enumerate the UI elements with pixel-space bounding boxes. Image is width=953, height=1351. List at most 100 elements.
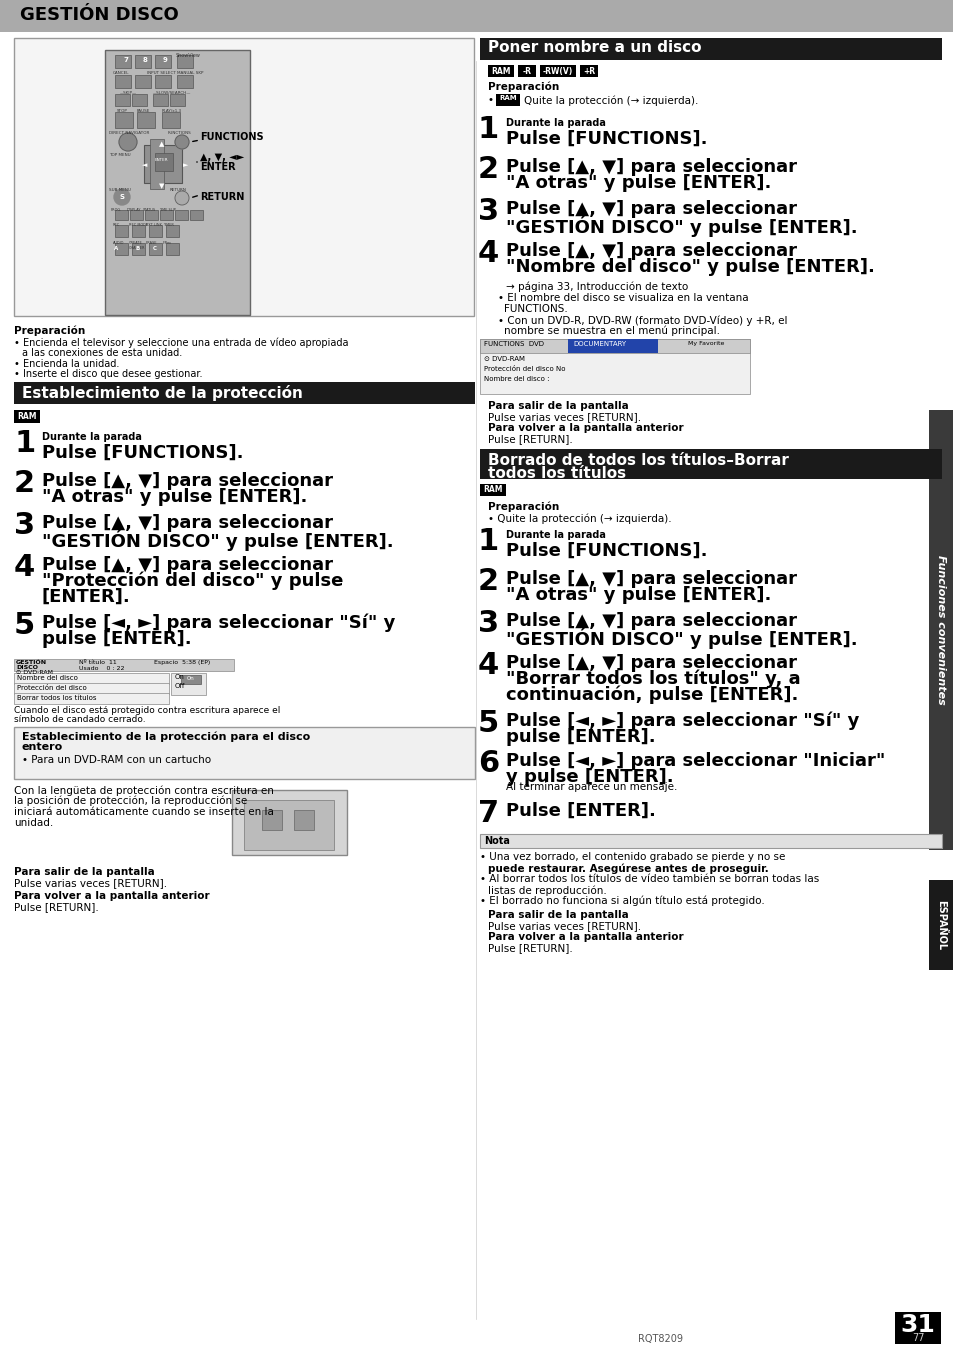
Text: ◄: ◄ (142, 162, 148, 168)
Text: Pulse [▲, ▼] para seleccionar: Pulse [▲, ▼] para seleccionar (505, 612, 796, 630)
Bar (132, 95, 147, 105)
Text: "Protección del disco" y pulse: "Protección del disco" y pulse (42, 571, 343, 590)
Text: 9: 9 (163, 57, 168, 63)
Text: entero: entero (22, 742, 63, 753)
Circle shape (119, 132, 137, 151)
Text: Pulse [◄, ►] para seleccionar "Iniciar": Pulse [◄, ►] para seleccionar "Iniciar" (505, 753, 884, 770)
Bar (928, 880, 953, 970)
Text: "A otras" y pulse [ENTER].: "A otras" y pulse [ENTER]. (505, 586, 771, 604)
Text: Borrado de todos los títulos–Borrar: Borrado de todos los títulos–Borrar (488, 453, 788, 467)
Bar (14, 673, 169, 684)
Text: 1: 1 (14, 430, 35, 458)
Text: • Una vez borrado, el contenido grabado se pierde y no se: • Una vez borrado, el contenido grabado … (479, 852, 784, 862)
Text: Off: Off (174, 684, 185, 689)
Text: DOCUMENTARY: DOCUMENTARY (573, 340, 625, 347)
Text: 7: 7 (477, 798, 498, 828)
Text: Quite la protección (→ izquierda).: Quite la protección (→ izquierda). (523, 95, 698, 105)
Text: iniciará automáticamente cuando se inserte en la: iniciará automáticamente cuando se inser… (14, 807, 274, 817)
Text: 2: 2 (477, 567, 498, 596)
Text: —SKIP—: —SKIP— (120, 91, 137, 95)
Text: Pulse varias veces [RETURN].: Pulse varias veces [RETURN]. (488, 921, 640, 931)
Text: ⊙ DVD-RAM: ⊙ DVD-RAM (16, 670, 53, 676)
Text: My Favorite: My Favorite (687, 340, 723, 346)
Text: Establecimiento de la protección para el disco: Establecimiento de la protección para el… (22, 731, 310, 742)
Text: ▼: ▼ (159, 182, 165, 189)
Text: Pulse [FUNCTIONS].: Pulse [FUNCTIONS]. (42, 444, 243, 462)
Bar (579, 65, 598, 77)
Bar (479, 339, 749, 353)
Bar (567, 339, 658, 353)
Text: Durante la parada: Durante la parada (505, 118, 605, 128)
Text: ENTER: ENTER (200, 162, 235, 172)
Text: B: B (135, 246, 140, 251)
Text: 1: 1 (477, 527, 498, 557)
Text: Nº título  11: Nº título 11 (79, 661, 116, 665)
Bar (150, 139, 164, 189)
Text: Pulse [◄, ►] para seleccionar "Sí" y: Pulse [◄, ►] para seleccionar "Sí" y (505, 712, 859, 731)
Text: nombre se muestra en el menú principal.: nombre se muestra en el menú principal. (503, 326, 720, 336)
Text: CANCEL: CANCEL (112, 72, 130, 76)
Text: SUB MENU: SUB MENU (109, 188, 131, 192)
Text: • El nombre del disco se visualiza en la ventana: • El nombre del disco se visualiza en la… (497, 293, 748, 303)
Text: MANUAL SKP: MANUAL SKP (177, 72, 203, 76)
Bar (170, 95, 185, 105)
Text: Pulse [RETURN].: Pulse [RETURN]. (488, 943, 572, 952)
Text: STATUS: STATUS (143, 208, 156, 212)
Bar (154, 76, 171, 88)
Text: Para volver a la pantalla anterior: Para volver a la pantalla anterior (14, 892, 210, 901)
Text: 5: 5 (14, 611, 35, 640)
Text: "GESTIÓN DISCO" y pulse [ENTER].: "GESTIÓN DISCO" y pulse [ENTER]. (505, 628, 857, 648)
Text: Usado    0 : 22: Usado 0 : 22 (79, 666, 125, 671)
Text: Para salir de la pantalla: Para salir de la pantalla (488, 401, 628, 411)
Text: On: On (174, 674, 185, 680)
Text: 1: 1 (477, 115, 498, 145)
Text: 7: 7 (123, 57, 128, 63)
Text: ⊙ DVD-RAM: ⊙ DVD-RAM (483, 357, 524, 362)
Text: • Al borrar todos los títulos de vídeo también se borran todas las: • Al borrar todos los títulos de vídeo t… (479, 874, 819, 884)
Text: ShowView: ShowView (175, 53, 201, 58)
Text: puede restaurar. Asegúrese antes de proseguir.: puede restaurar. Asegúrese antes de pros… (488, 863, 768, 874)
Text: • Con un DVD-R, DVD-RW (formato DVD-Vídeo) y +R, el: • Con un DVD-R, DVD-RW (formato DVD-Víde… (497, 315, 786, 326)
Bar (488, 65, 514, 77)
Text: ▲: ▲ (159, 141, 165, 147)
Bar (152, 95, 168, 105)
Text: Para salir de la pantalla: Para salir de la pantalla (14, 867, 154, 877)
Text: 2: 2 (14, 469, 35, 499)
Bar (14, 727, 475, 780)
Text: símbolo de candado cerrado.: símbolo de candado cerrado. (14, 715, 146, 724)
Bar (496, 95, 519, 105)
Bar (14, 659, 233, 671)
Text: • El borrado no funciona si algún título está protegido.: • El borrado no funciona si algún título… (479, 896, 764, 907)
Text: "GESTIÓN DISCO" y pulse [ENTER].: "GESTIÓN DISCO" y pulse [ENTER]. (505, 216, 857, 236)
Text: 3: 3 (477, 197, 498, 226)
Bar (115, 55, 131, 68)
Text: A: A (113, 246, 118, 251)
Text: Pulse [FUNCTIONS].: Pulse [FUNCTIONS]. (505, 130, 707, 149)
Text: F.Rec: F.Rec (163, 240, 172, 245)
Text: 8: 8 (143, 57, 148, 63)
Bar (132, 243, 145, 255)
Bar (14, 684, 169, 694)
Text: DIRECT NAVIGATOR: DIRECT NAVIGATOR (109, 131, 150, 135)
Text: Espacio  5:38 (EP): Espacio 5:38 (EP) (153, 661, 210, 665)
Text: CREATE
CHAPTER: CREATE CHAPTER (129, 240, 146, 250)
Text: Pulse [▲, ▼] para seleccionar: Pulse [▲, ▼] para seleccionar (505, 570, 796, 588)
Text: ENTER: ENTER (154, 158, 168, 162)
Text: DISCO: DISCO (16, 665, 38, 670)
Text: Pulse [◄, ►] para seleccionar "Sí" y: Pulse [◄, ►] para seleccionar "Sí" y (42, 613, 395, 632)
Text: EXT LINK: EXT LINK (146, 223, 162, 227)
Text: • Quite la protección (→ izquierda).: • Quite la protección (→ izquierda). (488, 513, 671, 523)
Text: RETURN: RETURN (200, 192, 244, 203)
Text: +R: +R (582, 68, 595, 76)
Text: Al terminar aparece un mensaje.: Al terminar aparece un mensaje. (505, 782, 677, 792)
Text: INPUT SELECT: INPUT SELECT (147, 72, 175, 76)
Text: REC: REC (112, 223, 120, 227)
Text: AUDIO: AUDIO (112, 240, 124, 245)
Text: PAUSE: PAUSE (137, 109, 151, 113)
Text: DISPLAY: DISPLAY (127, 208, 141, 212)
Bar (479, 484, 505, 496)
Text: 4: 4 (14, 553, 35, 582)
Bar (539, 65, 576, 77)
Bar (135, 55, 151, 68)
Text: •: • (488, 95, 497, 105)
